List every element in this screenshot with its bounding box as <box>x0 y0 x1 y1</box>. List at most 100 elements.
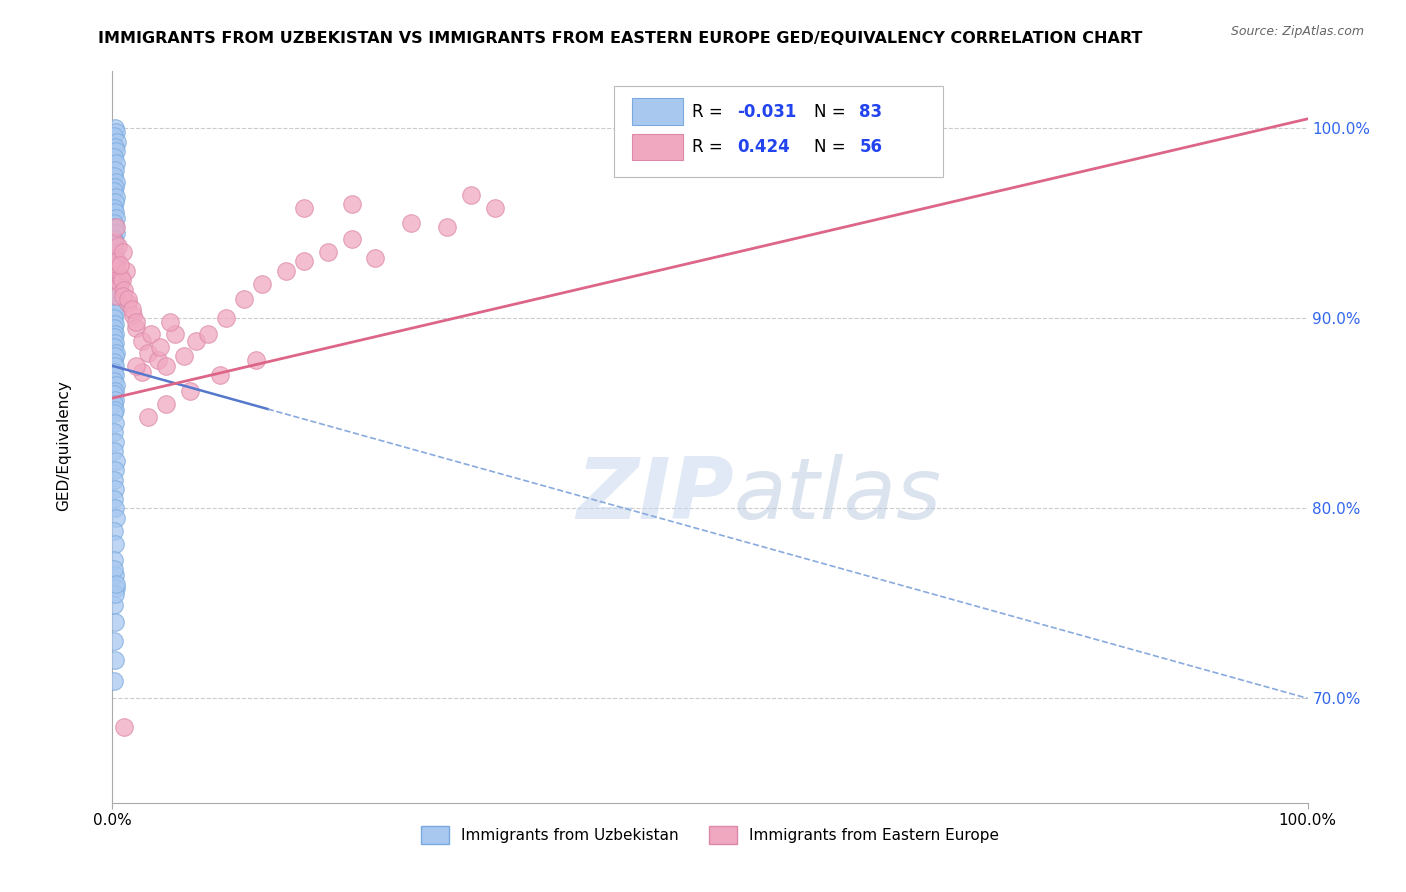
Point <box>121 308 143 322</box>
Point <box>104 305 127 319</box>
Point <box>103 634 125 648</box>
Point <box>105 264 128 278</box>
Point <box>103 241 125 255</box>
Point <box>138 345 160 359</box>
Point <box>104 163 127 178</box>
Point <box>209 368 232 383</box>
Point <box>104 615 127 630</box>
Point <box>104 279 127 293</box>
Point <box>104 264 127 278</box>
Point <box>104 349 127 363</box>
Point <box>104 326 127 341</box>
Point <box>103 283 125 297</box>
Text: Source: ZipAtlas.com: Source: ZipAtlas.com <box>1230 25 1364 38</box>
Point <box>197 326 219 341</box>
Legend: Immigrants from Uzbekistan, Immigrants from Eastern Europe: Immigrants from Uzbekistan, Immigrants f… <box>415 820 1005 850</box>
Point <box>121 301 143 316</box>
Point <box>104 359 127 373</box>
Point <box>104 434 127 449</box>
Point <box>104 195 127 210</box>
Point <box>138 410 160 425</box>
Point <box>104 220 127 235</box>
Point <box>316 244 339 259</box>
Point <box>117 293 139 307</box>
Point <box>233 293 256 307</box>
Point <box>105 345 128 359</box>
Point <box>103 150 125 164</box>
Point <box>104 537 127 551</box>
Text: R =: R = <box>692 103 728 120</box>
Point <box>105 377 128 392</box>
Point <box>104 251 127 265</box>
Point <box>104 258 127 272</box>
Point <box>105 155 128 169</box>
Point <box>103 598 125 612</box>
Point <box>103 216 125 230</box>
Point <box>104 140 127 154</box>
Point <box>401 216 423 230</box>
Point <box>125 321 148 335</box>
Point <box>105 273 128 287</box>
Point <box>108 277 131 292</box>
Text: 83: 83 <box>859 103 883 120</box>
Point <box>105 298 128 312</box>
Point <box>105 144 128 158</box>
Point <box>292 254 315 268</box>
Point <box>105 577 128 591</box>
Point <box>173 349 195 363</box>
Point <box>110 269 132 284</box>
Point <box>103 201 125 215</box>
Point <box>103 425 125 440</box>
Point <box>103 231 125 245</box>
Point <box>103 184 125 198</box>
Point <box>103 406 125 420</box>
Point <box>103 301 125 316</box>
Point <box>107 239 129 253</box>
Point <box>104 317 127 331</box>
Point <box>103 260 125 274</box>
Text: atlas: atlas <box>734 454 942 537</box>
Point <box>103 562 125 576</box>
Point <box>364 251 387 265</box>
Text: IMMIGRANTS FROM UZBEKISTAN VS IMMIGRANTS FROM EASTERN EUROPE GED/EQUIVALENCY COR: IMMIGRANTS FROM UZBEKISTAN VS IMMIGRANTS… <box>98 31 1143 46</box>
Point <box>105 269 128 284</box>
Point <box>105 581 128 595</box>
Point <box>105 125 128 139</box>
Point <box>139 326 162 341</box>
Point <box>105 190 128 204</box>
Point <box>104 256 127 270</box>
Point <box>215 311 238 326</box>
Text: N =: N = <box>814 137 851 156</box>
Point <box>103 169 125 183</box>
FancyBboxPatch shape <box>614 86 943 178</box>
Text: ZIP: ZIP <box>576 454 734 537</box>
Point <box>104 567 127 582</box>
Point <box>103 374 125 388</box>
Point <box>131 334 153 348</box>
Point <box>112 244 135 259</box>
Point <box>103 321 125 335</box>
Point <box>103 293 125 307</box>
Point <box>104 368 127 383</box>
Text: 56: 56 <box>859 137 883 156</box>
Point <box>105 454 128 468</box>
Point <box>104 121 127 136</box>
Point <box>103 340 125 354</box>
Point <box>104 501 127 516</box>
Point <box>105 511 128 525</box>
Point <box>104 180 127 194</box>
Point <box>103 365 125 379</box>
Point <box>179 384 201 398</box>
Point <box>159 315 181 329</box>
Point <box>125 315 148 329</box>
Point <box>105 288 128 302</box>
Point <box>108 258 131 272</box>
Text: -0.031: -0.031 <box>738 103 797 120</box>
Point <box>155 397 177 411</box>
Text: 0.424: 0.424 <box>738 137 790 156</box>
Point <box>104 402 127 417</box>
Point <box>105 254 128 268</box>
Point <box>104 336 127 351</box>
Point <box>103 491 125 506</box>
Point <box>103 387 125 401</box>
